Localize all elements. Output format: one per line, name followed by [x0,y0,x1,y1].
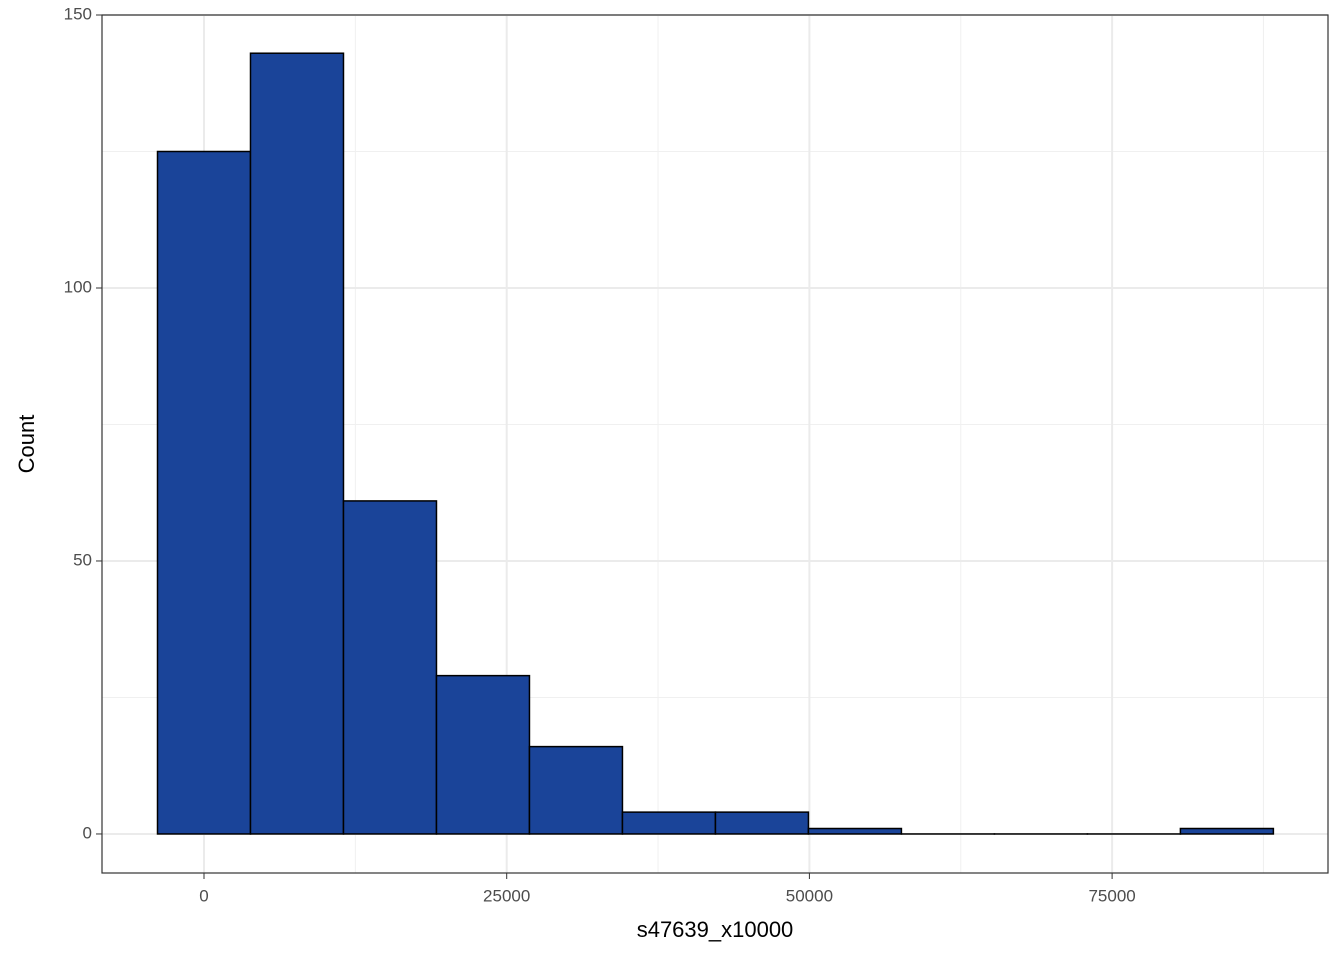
y-tick-label: 50 [73,550,92,569]
y-tick-label: 100 [64,277,92,296]
x-axis-title: s47639_x10000 [637,917,794,942]
bar [1179,827,1275,835]
x-tick-label: 0 [199,886,208,905]
y-tick-label: 0 [83,823,92,842]
panel-border [101,14,1329,874]
bar [621,811,717,835]
bar [435,674,531,835]
y-tick-label: 150 [64,4,92,23]
bar [156,150,252,835]
bar [249,52,345,835]
bar [528,745,624,835]
bar [807,827,903,835]
x-tick-label: 75000 [1088,886,1135,905]
x-tick-label: 25000 [483,886,530,905]
bar [342,500,438,835]
bar [714,811,810,835]
y-axis-title: Count [14,415,39,474]
x-tick-label: 50000 [786,886,833,905]
